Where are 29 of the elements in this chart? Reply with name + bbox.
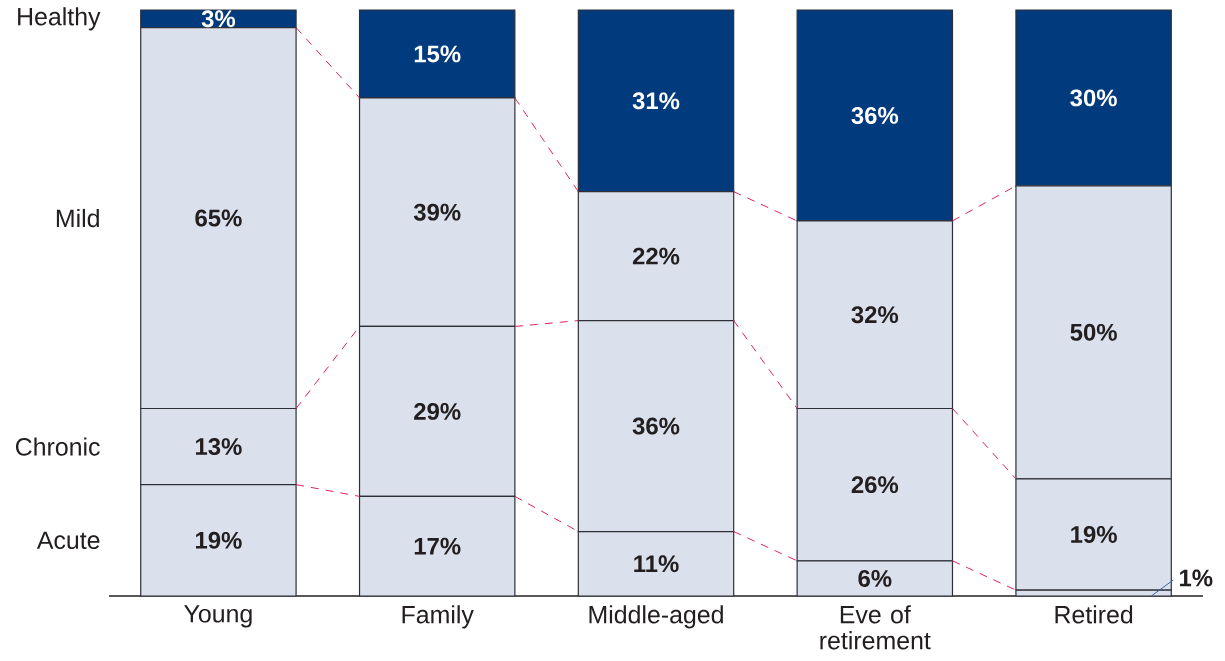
series-label: Mild	[56, 208, 99, 228]
data-label: 26%	[851, 476, 899, 494]
data-label: 22%	[632, 247, 680, 265]
data-label: 17%	[414, 537, 461, 555]
data-label: 6%	[858, 569, 892, 587]
data-label: 31%	[632, 92, 680, 110]
x-tick-label: Middle-aged	[589, 605, 723, 629]
x-tick-label: Young	[184, 605, 252, 628]
data-label: 29%	[414, 402, 461, 420]
data-label: 15%	[414, 45, 461, 63]
data-label: 65%	[195, 209, 242, 227]
data-label: 50%	[1070, 323, 1117, 341]
data-label: 3%	[201, 10, 236, 28]
x-tick-label: Eve of retirement	[820, 605, 931, 650]
series-label: Healthy	[18, 7, 101, 31]
series-label: Chronic	[15, 437, 100, 456]
data-label: 30%	[1070, 89, 1117, 107]
data-label: 36%	[632, 417, 680, 435]
data-label: 36%	[851, 107, 899, 124]
x-tick-label: Retired	[1055, 605, 1133, 624]
data-label: 13%	[195, 438, 242, 456]
data-label: 19%	[195, 531, 242, 549]
x-tick-label: Family	[402, 605, 474, 629]
data-label: 1%	[1179, 569, 1213, 587]
data-label: 32%	[851, 306, 899, 324]
data-label: 11%	[634, 555, 679, 573]
data-label: 39%	[413, 203, 461, 221]
data-label: 19%	[1071, 526, 1117, 543]
series-label: Acute	[36, 531, 100, 550]
